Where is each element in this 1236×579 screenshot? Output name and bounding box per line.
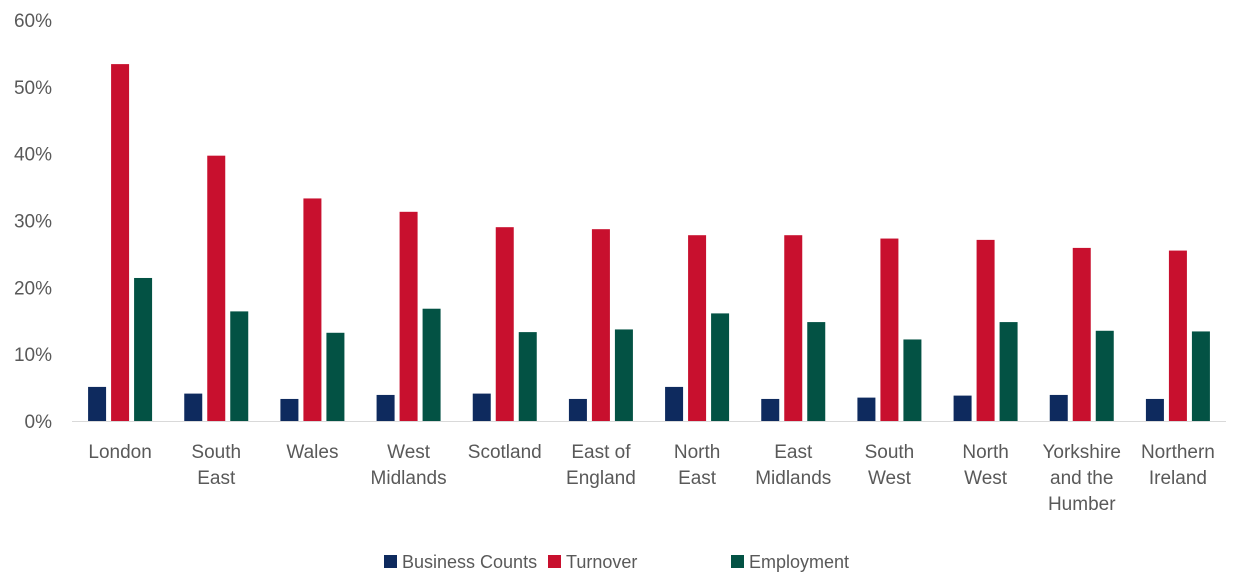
x-category-label: London xyxy=(88,442,151,463)
x-category-label-line: Northern xyxy=(1141,442,1215,463)
x-category-label: East of England xyxy=(566,442,636,489)
bar-employment xyxy=(1192,331,1210,421)
y-tick-label: 20% xyxy=(14,278,52,299)
bar-employment xyxy=(807,322,825,421)
legend-item-business-counts: Business Counts xyxy=(384,552,537,572)
bar-employment xyxy=(903,339,921,421)
bar-turnover xyxy=(207,156,225,421)
x-category-label: Scotland xyxy=(468,442,542,463)
bar-employment xyxy=(519,332,537,421)
bar-employment xyxy=(1000,322,1018,421)
bar-turnover xyxy=(111,64,129,421)
x-category-label: Yorkshire and the Humber xyxy=(1042,442,1121,515)
bar-business-counts xyxy=(665,387,683,421)
y-tick-label: 30% xyxy=(14,212,52,233)
bar-business-counts xyxy=(1050,395,1068,421)
bar-turnover xyxy=(303,198,321,421)
x-category-label-line: England xyxy=(566,468,636,489)
x-category-label-line: East xyxy=(197,468,236,489)
legend-item-turnover: Turnover xyxy=(548,552,637,572)
x-category-label: Wales xyxy=(286,442,338,463)
y-tick-label: 50% xyxy=(14,78,52,99)
x-category-label-line: West xyxy=(868,468,912,489)
x-category-label-line: North xyxy=(962,442,1008,463)
x-category-label-line: Midlands xyxy=(371,468,447,489)
x-category-label-line: East xyxy=(678,468,717,489)
bar-employment xyxy=(1096,331,1114,421)
bar-turnover xyxy=(592,229,610,421)
x-category-label: North West xyxy=(962,442,1008,489)
bar-turnover xyxy=(400,212,418,421)
x-category-label-line: East of xyxy=(571,442,631,463)
x-category-label-line: South xyxy=(865,442,915,463)
x-category-label-line: West xyxy=(964,468,1008,489)
y-axis: 0% 10% 20% 30% 40% 50% 60% xyxy=(14,11,52,433)
x-category-label: South East xyxy=(191,442,241,489)
x-category-label: East Midlands xyxy=(755,442,831,489)
y-tick-label: 0% xyxy=(25,412,53,433)
bar-employment xyxy=(423,309,441,421)
bar-business-counts xyxy=(280,399,298,421)
x-axis: London South East Wales West Midlands Scotland… xyxy=(88,442,1214,515)
x-category-label: Northern Ireland xyxy=(1141,442,1215,489)
bar-turnover xyxy=(1169,251,1187,421)
x-category-label-line: Ireland xyxy=(1149,468,1207,489)
legend-label: Turnover xyxy=(566,552,637,572)
bar-employment xyxy=(615,329,633,421)
bar-business-counts xyxy=(954,396,972,421)
x-category-label-line: West xyxy=(387,442,431,463)
bar-turnover xyxy=(1073,248,1091,421)
bar-employment xyxy=(711,313,729,421)
bar-business-counts xyxy=(761,399,779,421)
bar-employment xyxy=(134,278,152,421)
legend-swatch xyxy=(384,555,397,568)
x-category-label-line: London xyxy=(88,442,151,463)
x-category-label-line: Humber xyxy=(1048,494,1116,515)
bar-turnover xyxy=(496,227,514,421)
bar-employment xyxy=(230,311,248,421)
bar-turnover xyxy=(688,235,706,421)
y-tick-label: 60% xyxy=(14,11,52,32)
x-category-label-line: Wales xyxy=(286,442,338,463)
bar-business-counts xyxy=(377,395,395,421)
x-category-label-line: Midlands xyxy=(755,468,831,489)
legend-label: Employment xyxy=(749,552,849,572)
bar-business-counts xyxy=(88,387,106,421)
legend-label: Business Counts xyxy=(402,552,537,572)
x-category-label-line: North xyxy=(674,442,720,463)
x-category-label-line: South xyxy=(191,442,241,463)
x-category-label: North East xyxy=(674,442,720,489)
y-tick-label: 10% xyxy=(14,345,52,366)
x-category-label-line: Yorkshire xyxy=(1042,442,1121,463)
bar-business-counts xyxy=(473,394,491,421)
legend: Business Counts Turnover Employment xyxy=(384,552,849,572)
x-category-label: West Midlands xyxy=(371,442,447,489)
legend-swatch xyxy=(548,555,561,568)
bar-turnover xyxy=(977,240,995,421)
bars xyxy=(88,64,1210,421)
bar-business-counts xyxy=(1146,399,1164,421)
bar-business-counts xyxy=(569,399,587,421)
x-category-label: South West xyxy=(865,442,915,489)
y-tick-label: 40% xyxy=(14,145,52,166)
bar-business-counts xyxy=(184,394,202,421)
bar-business-counts xyxy=(857,398,875,421)
x-category-label-line: Scotland xyxy=(468,442,542,463)
x-category-label-line: East xyxy=(774,442,813,463)
bar-turnover xyxy=(784,235,802,421)
bar-employment xyxy=(326,333,344,421)
legend-swatch xyxy=(731,555,744,568)
legend-item-employment: Employment xyxy=(731,552,849,572)
bar-turnover xyxy=(880,239,898,421)
x-category-label-line: and the xyxy=(1050,468,1113,489)
